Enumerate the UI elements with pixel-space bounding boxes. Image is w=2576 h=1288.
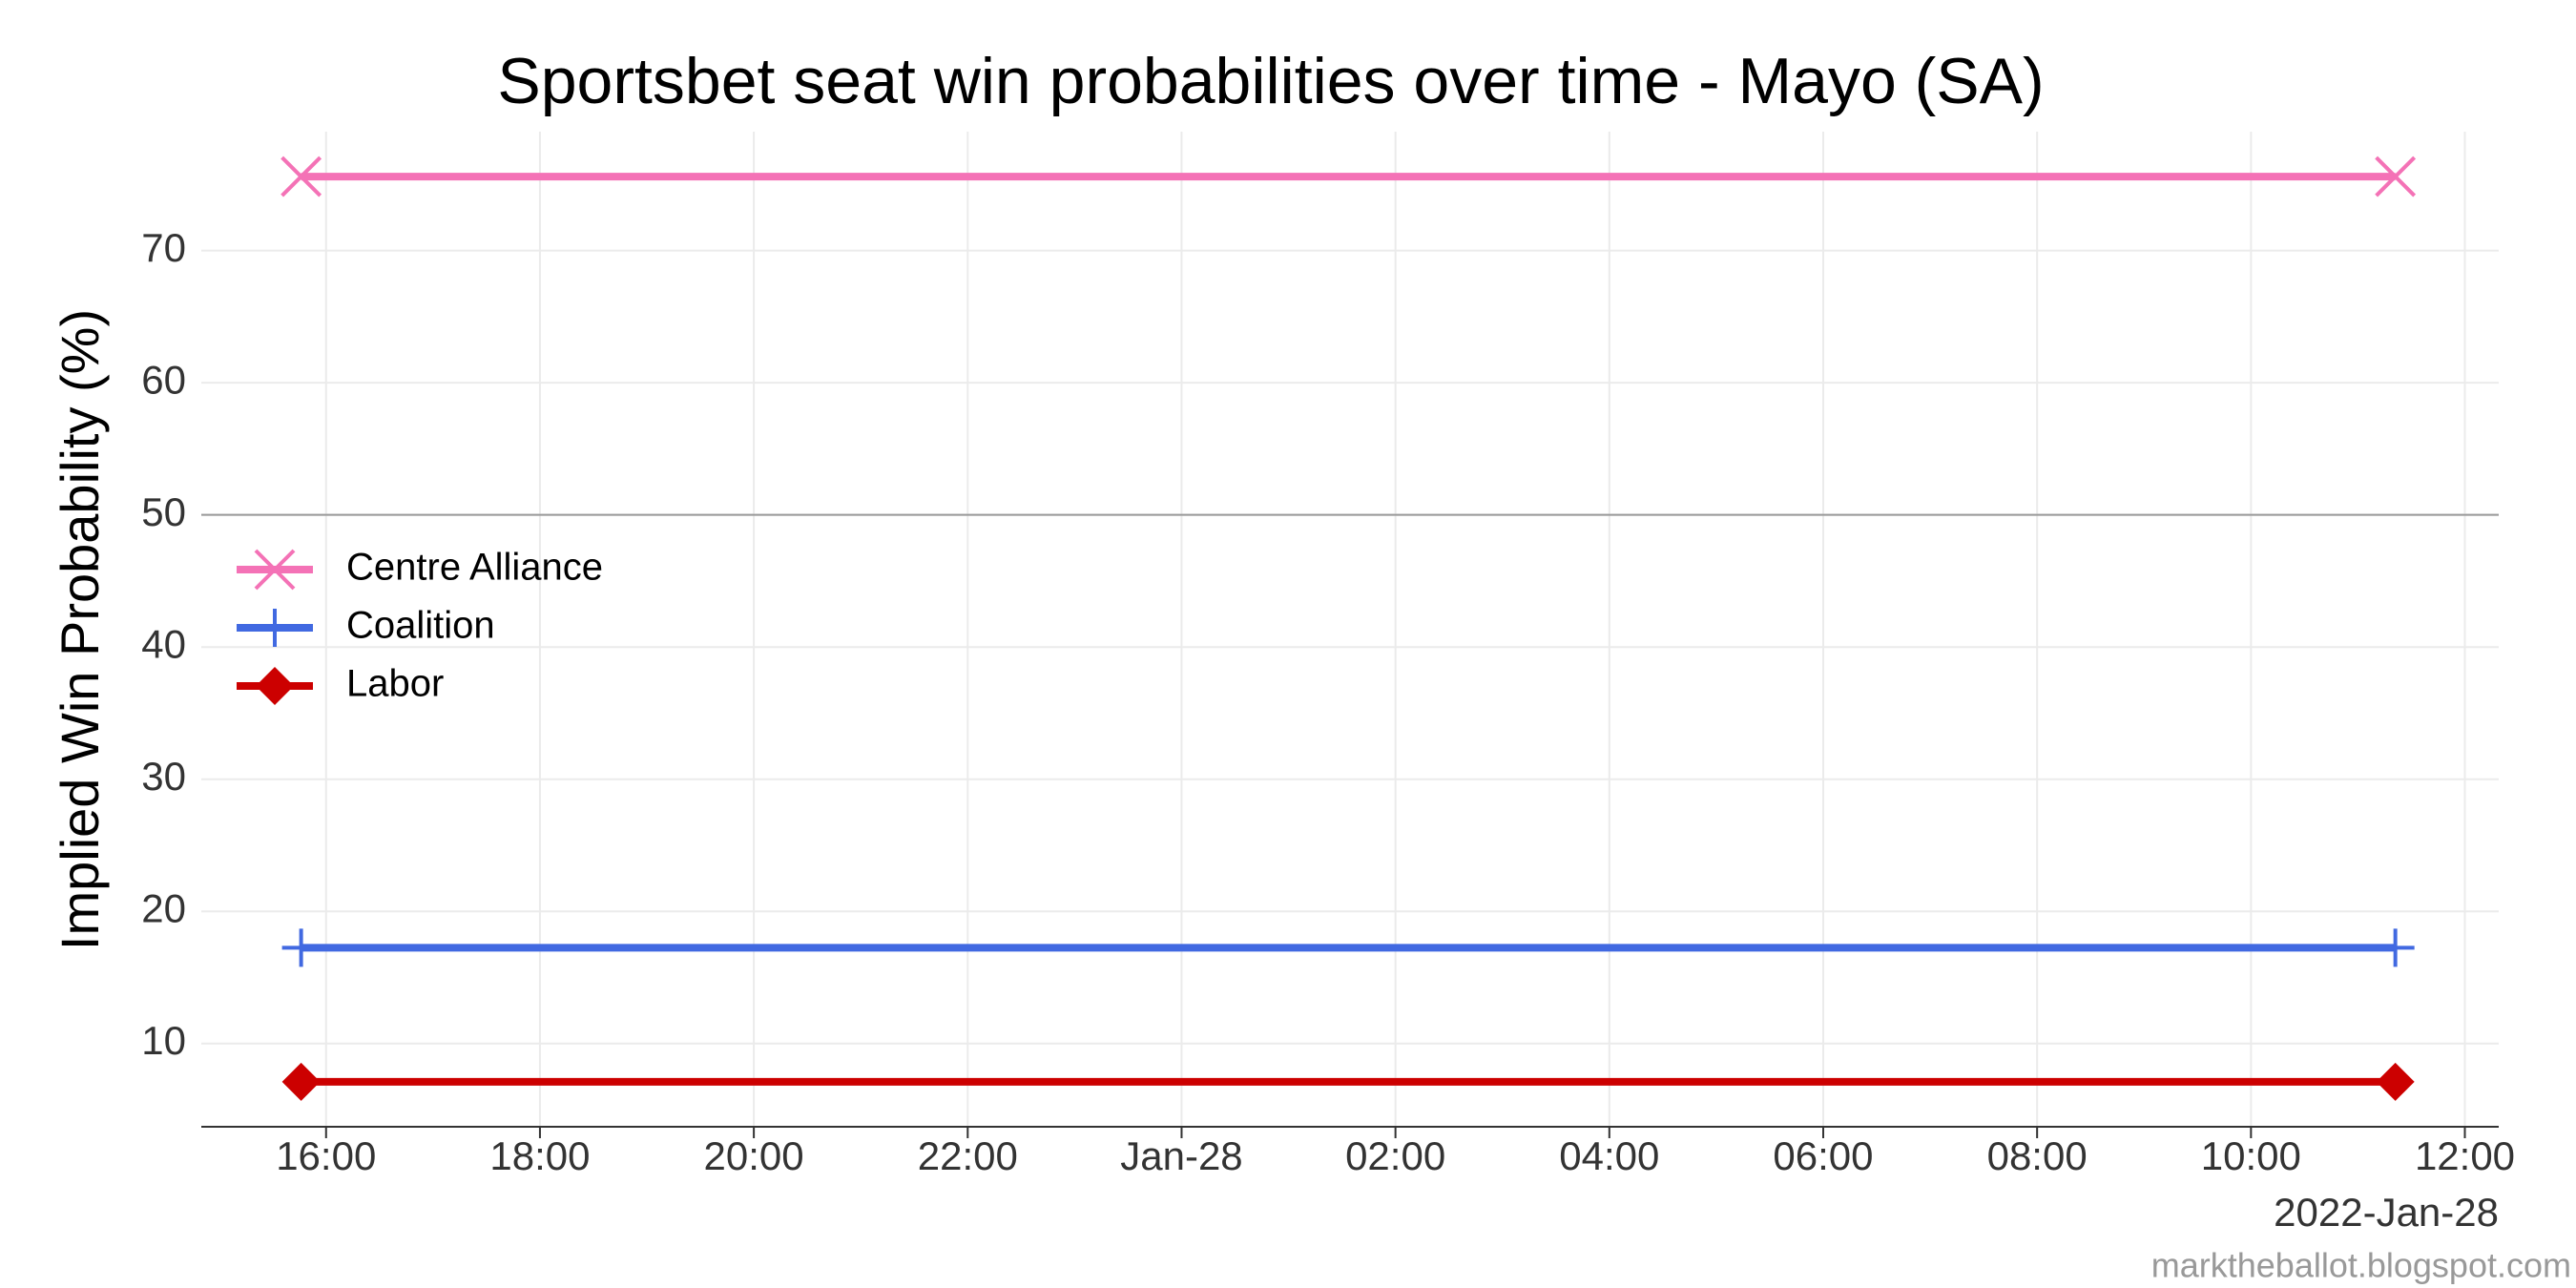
x-tick-label: 12:00 — [2415, 1133, 2515, 1178]
x-tick-label: 16:00 — [276, 1133, 376, 1178]
chart-title: Sportsbet seat win probabilities over ti… — [497, 45, 2044, 117]
y-tick-label: 20 — [141, 885, 186, 930]
y-tick-label: 40 — [141, 621, 186, 666]
y-tick-label: 60 — [141, 357, 186, 402]
marker — [281, 928, 321, 967]
legend-label: Labor — [346, 663, 444, 705]
x-tick-label: Jan-28 — [1120, 1133, 1242, 1178]
marker — [2376, 928, 2415, 967]
x-tick-label: 08:00 — [1987, 1133, 2088, 1178]
marker — [2376, 1062, 2415, 1101]
y-tick-label: 30 — [141, 754, 186, 799]
caption: marktheballot.blogspot.com — [2151, 1246, 2571, 1285]
legend-label: Coalition — [346, 605, 495, 647]
y-tick-label: 70 — [141, 225, 186, 270]
y-tick-label: 10 — [141, 1018, 186, 1063]
marker — [256, 609, 294, 647]
x-tick-label: 22:00 — [918, 1133, 1018, 1178]
x-tick-label: 06:00 — [1773, 1133, 1873, 1178]
y-tick-label: 50 — [141, 489, 186, 534]
legend-label: Centre Alliance — [346, 547, 603, 589]
x-tick-label: 04:00 — [1559, 1133, 1659, 1178]
marker — [281, 1062, 321, 1101]
x-tick-label: 10:00 — [2201, 1133, 2301, 1178]
marker — [254, 549, 296, 591]
x-tick-label: 20:00 — [704, 1133, 804, 1178]
x-axis-label: 2022-Jan-28 — [2274, 1190, 2499, 1235]
marker — [280, 156, 322, 197]
marker — [2375, 156, 2417, 197]
x-tick-label: 18:00 — [489, 1133, 590, 1178]
x-tick-label: 02:00 — [1345, 1133, 1445, 1178]
marker — [256, 667, 294, 705]
y-axis-label: Implied Win Probability (%) — [50, 309, 110, 950]
